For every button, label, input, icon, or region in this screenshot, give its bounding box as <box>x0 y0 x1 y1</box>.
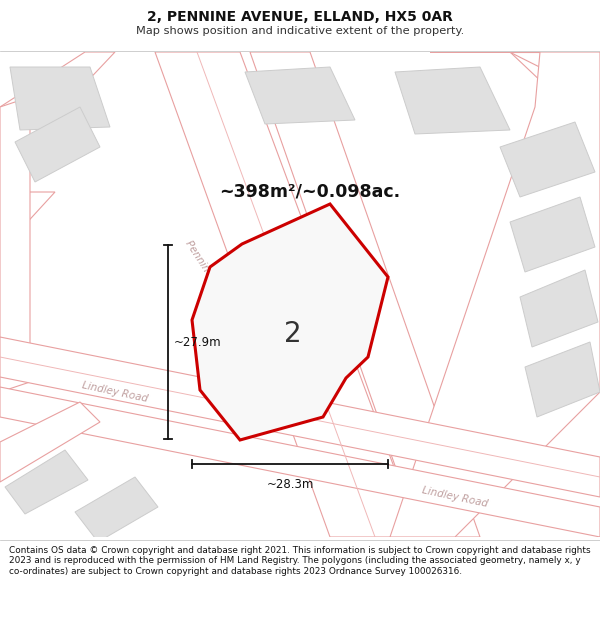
Polygon shape <box>0 97 30 392</box>
Polygon shape <box>0 127 75 197</box>
Text: ~27.9m: ~27.9m <box>174 336 221 349</box>
Text: Lindley Road: Lindley Road <box>421 485 489 509</box>
Polygon shape <box>0 402 100 482</box>
Polygon shape <box>0 387 600 537</box>
Polygon shape <box>255 227 375 324</box>
Text: 2, PENNINE AVENUE, ELLAND, HX5 0AR: 2, PENNINE AVENUE, ELLAND, HX5 0AR <box>147 11 453 24</box>
Polygon shape <box>0 192 55 252</box>
Text: ~28.3m: ~28.3m <box>266 478 314 491</box>
Polygon shape <box>520 270 598 347</box>
Polygon shape <box>395 67 510 134</box>
Polygon shape <box>390 52 600 537</box>
Polygon shape <box>510 52 600 97</box>
Polygon shape <box>15 107 100 182</box>
Polygon shape <box>525 342 600 417</box>
Polygon shape <box>430 52 600 137</box>
Polygon shape <box>75 477 158 542</box>
Polygon shape <box>10 67 110 130</box>
Polygon shape <box>0 337 600 497</box>
Text: Lindley Road: Lindley Road <box>81 380 149 404</box>
Polygon shape <box>0 52 115 142</box>
Polygon shape <box>510 197 595 272</box>
Text: ~398m²/~0.098ac.: ~398m²/~0.098ac. <box>220 183 401 201</box>
Polygon shape <box>245 67 355 124</box>
Polygon shape <box>192 204 388 440</box>
Polygon shape <box>500 122 595 197</box>
Polygon shape <box>155 52 420 537</box>
Text: 2: 2 <box>284 320 302 348</box>
Polygon shape <box>260 307 345 374</box>
Text: Contains OS data © Crown copyright and database right 2021. This information is : Contains OS data © Crown copyright and d… <box>9 546 590 576</box>
Text: Pennine Avenue: Pennine Avenue <box>183 239 237 315</box>
Polygon shape <box>5 450 88 514</box>
Polygon shape <box>250 52 480 537</box>
Text: Map shows position and indicative extent of the property.: Map shows position and indicative extent… <box>136 26 464 36</box>
